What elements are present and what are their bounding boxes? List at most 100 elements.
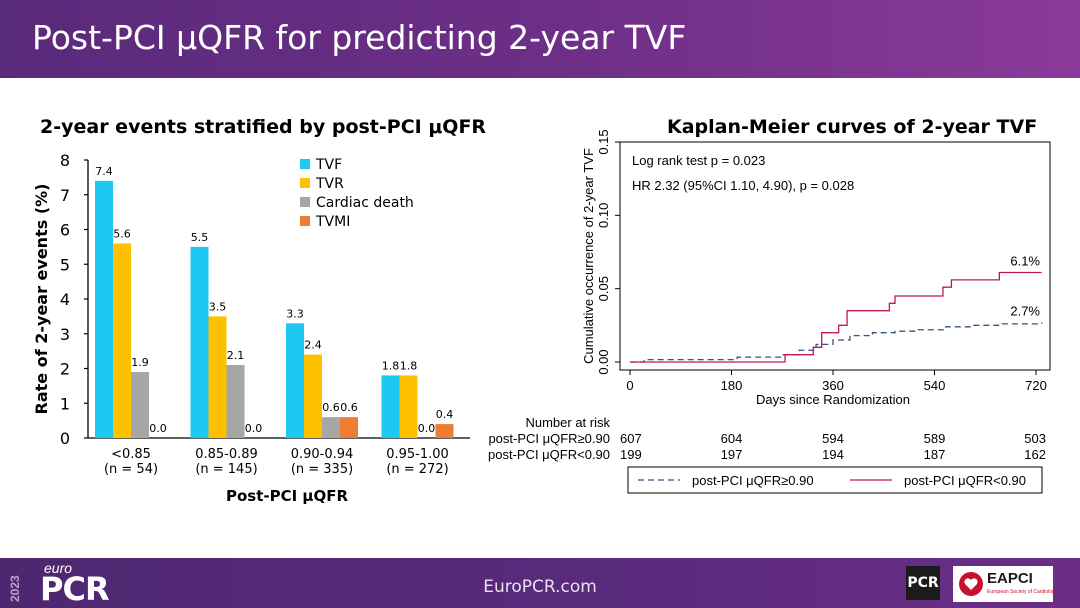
risk-table-cell: 187 — [924, 447, 946, 462]
y-tick-label: 7 — [60, 186, 70, 205]
risk-table-row-label: post-PCI μQFR<0.90 — [488, 447, 610, 462]
risk-table-cell: 604 — [721, 431, 743, 446]
logo-euro: euro — [44, 560, 73, 576]
legend-label: TVF — [315, 157, 342, 173]
risk-table-cell: 199 — [620, 447, 642, 462]
bar-value-label: 3.3 — [286, 307, 304, 320]
risk-table-cell: 503 — [1024, 431, 1046, 446]
bar-value-label: 1.8 — [382, 359, 400, 372]
bar-value-label: 2.1 — [227, 349, 245, 362]
x-tick-label: 0.85-0.89 — [195, 447, 258, 462]
risk-table-cell: 607 — [620, 431, 642, 446]
slide-title: Post-PCI μQFR for predicting 2-year TVF — [32, 18, 687, 57]
y-tick-label: 0.10 — [596, 203, 611, 228]
bar-value-label: 0.0 — [245, 422, 263, 435]
km-legend-box — [627, 466, 1043, 494]
bar — [226, 365, 245, 438]
footer-url[interactable]: EuroPCR.com — [483, 577, 597, 597]
bar-chart: 0 1 2 3 4 5 6 7 8 Rate of 2-year events (%) 7.4 5.6… — [32, 151, 470, 505]
bar — [208, 316, 227, 438]
curve-end-label: 2.7% — [1010, 303, 1040, 318]
bar — [435, 424, 454, 438]
legend-label: TVR — [315, 176, 344, 192]
legend-swatch — [300, 197, 310, 207]
heart-icon — [959, 572, 983, 596]
eapci-logo-subtext: European Society of Cardiology — [987, 589, 1058, 595]
y-tick-label: 1 — [60, 394, 70, 413]
x-tick-label: 180 — [721, 378, 743, 393]
bar — [340, 417, 358, 438]
logrank-annotation: Log rank test p = 0.023 — [632, 153, 765, 168]
risk-table-cell: 589 — [924, 431, 946, 446]
risk-table-cell: 162 — [1024, 447, 1046, 462]
x-tick-label: 360 — [822, 378, 844, 393]
y-tick-label: 2 — [60, 360, 70, 379]
km-legend-label: post-PCI μQFR<0.90 — [904, 473, 1026, 488]
bar-value-label: 5.5 — [191, 231, 209, 244]
europcr-logo: PCR — [40, 570, 110, 608]
bar — [399, 375, 418, 438]
risk-table-cell: 594 — [822, 431, 844, 446]
eapci-logo-text: EAPCI — [987, 570, 1033, 587]
bar-chart-title: 2-year events stratified by post-PCI μQF… — [40, 116, 487, 138]
x-tick-n-label: (n = 335) — [291, 462, 353, 477]
risk-table-header: Number at risk — [525, 415, 610, 430]
y-tick-label: 0 — [60, 429, 70, 448]
bar-value-label: 0.6 — [322, 401, 340, 414]
y-tick-label: 0.00 — [596, 349, 611, 374]
x-tick-n-label: (n = 145) — [195, 462, 257, 477]
y-tick-label: 5 — [60, 255, 70, 274]
bar — [95, 180, 113, 438]
x-tick-n-label: (n = 54) — [104, 462, 158, 477]
y-axis-label: Rate of 2-year events (%) — [32, 184, 51, 415]
km-curve — [630, 271, 1042, 363]
bar-value-label: 1.8 — [400, 359, 418, 372]
bar-value-label: 0.6 — [340, 401, 358, 414]
legend-label: TVMI — [315, 214, 350, 230]
x-tick-label: 540 — [924, 378, 946, 393]
x-axis-label: Post-PCI μQFR — [226, 487, 348, 505]
plot-frame — [619, 141, 1051, 371]
eapci-logo: EAPCI European Society of Cardiology — [953, 566, 1057, 602]
y-tick-label: 3 — [60, 325, 70, 344]
risk-table-row-label: post-PCI μQFR≥0.90 — [488, 431, 610, 446]
legend-swatch — [300, 178, 310, 188]
y-tick-label: 4 — [60, 290, 70, 309]
km-curve — [630, 322, 1043, 363]
bar-value-label: 5.6 — [113, 227, 131, 240]
bar-value-label: 7.4 — [95, 165, 113, 178]
x-tick-label: <0.85 — [111, 447, 151, 462]
pcr-logo: PCR — [906, 566, 940, 600]
y-axis-label: Cumulative occurrence of 2-year TVF — [581, 148, 596, 364]
legend-swatch — [300, 159, 310, 169]
x-tick-label: 0.90-0.94 — [291, 447, 354, 462]
km-legend-label: post-PCI μQFR≥0.90 — [692, 473, 814, 488]
bar-value-label: 0.4 — [436, 408, 454, 421]
hr-annotation: HR 2.32 (95%CI 1.10, 4.90), p = 0.028 — [632, 178, 854, 193]
bar — [286, 323, 304, 438]
bar — [381, 375, 400, 438]
risk-table-cell: 194 — [822, 447, 844, 462]
y-tick-label: 6 — [60, 221, 70, 240]
bar-value-label: 0.0 — [418, 422, 436, 435]
bar — [190, 246, 209, 438]
bar — [113, 243, 131, 438]
bar-value-label: 1.9 — [131, 356, 149, 369]
logo-year: 2023 — [8, 575, 22, 602]
legend-label: Cardiac death — [316, 195, 414, 211]
y-tick-label: 0.15 — [596, 130, 611, 155]
logo-year-text: 2023 — [8, 575, 22, 602]
slide-header: Post-PCI μQFR for predicting 2-year TVF — [0, 0, 1080, 78]
bar — [131, 371, 149, 438]
bar-value-label: 0.0 — [149, 422, 167, 435]
x-tick-label: 0.95-1.00 — [386, 447, 449, 462]
bar-value-label: 3.5 — [209, 300, 227, 313]
km-chart-title: Kaplan-Meier curves of 2-year TVF — [667, 116, 1038, 138]
slide-footer: 2023 euro PCR EuroPCR.com — [0, 558, 1080, 608]
bar — [322, 417, 340, 438]
bar — [304, 354, 322, 438]
x-tick-label: 720 — [1025, 378, 1047, 393]
bar-value-label: 2.4 — [304, 339, 322, 352]
x-axis-label: Days since Randomization — [756, 392, 910, 407]
x-tick-n-label: (n = 272) — [386, 462, 448, 477]
